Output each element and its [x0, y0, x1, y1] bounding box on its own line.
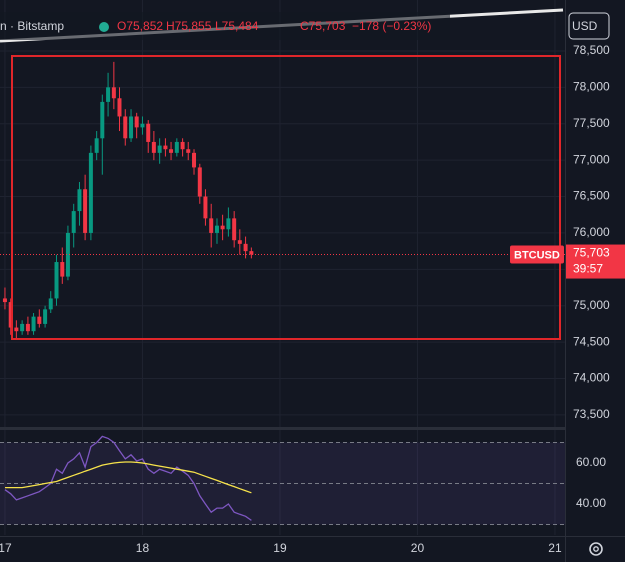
marks	[0, 61, 565, 521]
gear-center[interactable]	[593, 546, 599, 552]
x-tick-label: 17	[0, 541, 12, 555]
candle-body	[71, 211, 76, 233]
rsi-pane	[0, 442, 565, 526]
candle-body	[146, 123, 151, 142]
rsi-line	[4, 435, 252, 521]
candle-body	[163, 145, 168, 150]
candle-body	[117, 98, 122, 117]
candle-body	[65, 232, 70, 277]
legend-open: O75,852	[117, 19, 163, 33]
currency-button[interactable]	[568, 12, 610, 40]
candle-body	[129, 116, 134, 139]
y-tick-label: 74,500	[573, 334, 610, 348]
candle-body	[25, 323, 30, 332]
y-tick-label: 77,500	[573, 116, 610, 130]
y-tick-label: 75,000	[573, 298, 610, 312]
candle-body	[203, 196, 208, 219]
candle-body	[169, 149, 174, 153]
y-tick-label: 76,000	[573, 225, 610, 239]
candle-body	[48, 298, 53, 310]
grid	[0, 0, 565, 535]
candle-body	[8, 302, 13, 328]
candle-body	[209, 218, 214, 233]
candle-body	[54, 262, 59, 299]
x-tick-label: 18	[136, 541, 150, 555]
candle-body	[94, 138, 99, 153]
candle-body	[157, 145, 162, 153]
legend-symbol: n · Bitstamp	[0, 19, 64, 33]
candle-body	[100, 101, 105, 139]
countdown: 39:57	[573, 262, 603, 276]
last-price-label: 75,703	[573, 246, 610, 260]
y-tick-label: 74,000	[573, 371, 610, 385]
legend-backdrop	[0, 12, 450, 40]
candle-body	[43, 309, 48, 324]
symbol-badge	[510, 245, 564, 264]
candle-body	[243, 243, 248, 252]
legend-close: C75,703	[300, 19, 346, 33]
labels: 73,50074,00074,50075,00075,50076,00076,5…	[0, 43, 625, 555]
legend-high: H75,855	[166, 19, 212, 33]
candle-body	[214, 225, 219, 233]
candle-body	[174, 141, 179, 153]
x-tick-label: 21	[548, 541, 562, 555]
candle-body	[37, 316, 42, 324]
candle-body	[83, 189, 88, 233]
currency-label[interactable]: USD	[572, 19, 598, 33]
candle-body	[249, 251, 254, 255]
market-status	[99, 22, 109, 32]
candle-body	[88, 152, 93, 233]
candle-body	[31, 316, 36, 332]
rsi-tick-label: 60.00	[576, 455, 606, 469]
settings-button[interactable]	[589, 542, 603, 556]
candle-body	[192, 152, 197, 168]
x-tick-label: 19	[273, 541, 287, 555]
y-tick-label: 77,000	[573, 152, 610, 166]
candle-body	[226, 218, 231, 230]
legend-low: L75,484	[215, 19, 259, 33]
candle-body	[151, 141, 156, 153]
candle-body	[197, 167, 202, 197]
y-tick-label: 76,500	[573, 189, 610, 203]
y-tick-label: 73,500	[573, 407, 610, 421]
candle-body	[220, 225, 225, 230]
candle-body	[123, 116, 128, 139]
price-badge	[566, 244, 625, 279]
candle-body	[60, 262, 65, 277]
candle-body	[2, 298, 7, 303]
candle-body	[186, 149, 191, 153]
candle-body	[134, 116, 139, 128]
candle-body	[111, 87, 116, 99]
y-tick-label: 78,500	[573, 43, 610, 57]
candle-body	[14, 327, 19, 332]
candle-body	[180, 141, 185, 150]
candle-body	[20, 323, 25, 332]
symbol-label: BTCUSD	[514, 249, 560, 261]
candle-body	[237, 240, 242, 244]
candle-body	[140, 123, 145, 128]
rsi-line	[5, 461, 252, 494]
x-tick-label: 20	[411, 541, 425, 555]
candle-body	[106, 87, 111, 102]
candle-body	[232, 218, 237, 241]
rsi-tick-label: 40.00	[576, 496, 606, 510]
y-tick-label: 78,000	[573, 80, 610, 94]
legend-change: −178 (−0.23%)	[352, 19, 431, 33]
gear-icon[interactable]	[589, 542, 603, 556]
candle-body	[77, 189, 82, 212]
rectangle-drawing	[11, 55, 561, 340]
